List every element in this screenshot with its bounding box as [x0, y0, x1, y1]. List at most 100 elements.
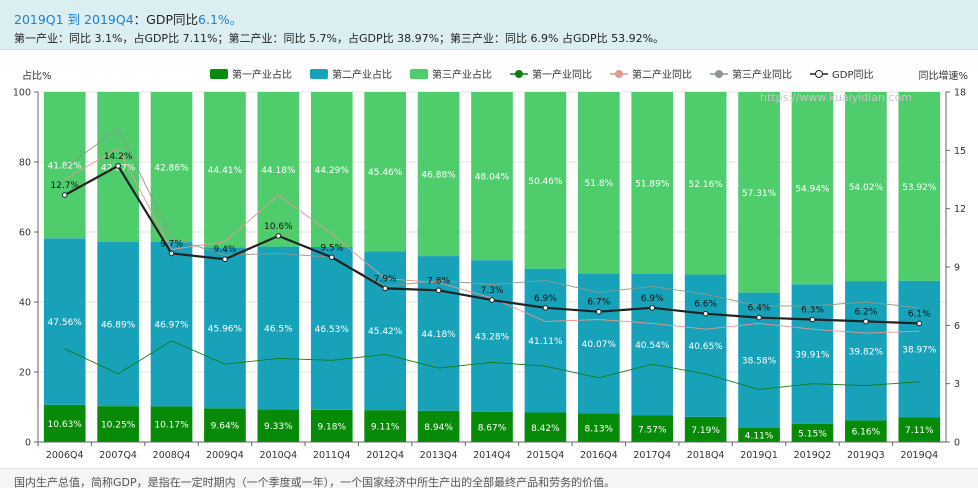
bar-segment — [97, 242, 139, 407]
legend-swatch — [310, 69, 328, 79]
bar-data-label: 52.16% — [688, 180, 723, 190]
bar-data-label: 42.86% — [154, 164, 189, 174]
bar-data-label: 7.19% — [691, 426, 720, 436]
bar-data-label: 38.58% — [742, 357, 777, 367]
legend-label: GDP同比 — [832, 69, 873, 81]
bar-data-label: 6.16% — [852, 428, 881, 438]
y-right-tick-label: 3 — [954, 379, 960, 390]
bar-segment — [631, 273, 674, 416]
bar-segment — [577, 413, 620, 442]
bar-segment — [204, 91, 246, 248]
x-tick-label: 2013Q4 — [420, 450, 458, 461]
summary-detail: 第一产业：同比 3.1%，占GDP比 7.11%；第二产业：同比 5.7%，占G… — [14, 32, 665, 45]
bar-data-label: 40.65% — [688, 342, 723, 352]
y-right-tick-label: 12 — [954, 204, 966, 215]
y-axis-left-title: 占比% — [22, 69, 52, 82]
x-tick-label: 2015Q4 — [527, 450, 565, 461]
gdp-point — [756, 314, 762, 321]
bar-data-label: 8.42% — [531, 424, 560, 434]
bar-segment — [204, 247, 246, 409]
legend-item[interactable]: 第三产业同比 — [710, 68, 792, 81]
x-tick-label: 2006Q4 — [46, 450, 84, 461]
x-tick-label: 2019Q4 — [900, 450, 938, 461]
x-tick-label: 2007Q4 — [99, 450, 137, 461]
bar-data-label: 41.11% — [528, 337, 563, 347]
gdp-point — [222, 256, 228, 263]
y-left-tick-label: 20 — [19, 368, 31, 379]
gdp-data-label: 6.1% — [908, 309, 931, 319]
gdp-data-label: 10.6% — [264, 222, 293, 232]
legend-label: 第二产业占比 — [332, 68, 392, 81]
y-left-tick-label: 80 — [19, 158, 31, 169]
legend-item[interactable]: 第一产业同比 — [510, 68, 592, 81]
gdp-composition-chart: 第一产业占比 第二产业占比 第三产业占比 第一产业同比 第二产业同比 第三产业同比 GDP同… — [13, 68, 968, 461]
bar-segment — [845, 420, 887, 442]
bar-segment — [310, 409, 353, 442]
bar-segment — [257, 246, 300, 410]
gdp-point — [809, 316, 816, 323]
legend-item[interactable]: 第二产业占比 — [310, 68, 392, 81]
x-tick-label: 2019Q3 — [847, 450, 885, 461]
gdp-point — [702, 310, 709, 317]
bar-segment — [845, 92, 887, 282]
bar-data-label: 46.88% — [421, 171, 456, 181]
stacked-bars: 10.63%47.56%41.82%10.25%46.89%42.87%10.1… — [43, 91, 941, 442]
bar-data-label: 50.46% — [528, 177, 563, 187]
bar-segment — [684, 416, 727, 442]
bar-segment — [43, 91, 86, 239]
gdp-data-label: 9.4% — [214, 245, 237, 255]
gdp-point — [435, 287, 442, 294]
x-tick-label: 2019Q1 — [740, 450, 778, 461]
bar-segment — [631, 92, 674, 274]
gdp-data-label: 12.7% — [50, 181, 79, 191]
bar-data-label: 54.02% — [849, 183, 884, 193]
bar-segment — [738, 427, 780, 442]
bar-data-label: 8.94% — [424, 423, 453, 433]
bar-segment — [150, 242, 193, 407]
bar-segment — [257, 91, 300, 247]
x-tick-label: 2011Q4 — [313, 450, 351, 461]
bar-data-label: 46.97% — [154, 321, 189, 331]
summary-headline: 2019Q1 到 2019Q4：GDP同比6.1%。 — [14, 9, 242, 28]
legend-label: 第三产业占比 — [432, 68, 492, 81]
bar-segment — [524, 92, 567, 269]
gdp-data-label: 6.9% — [641, 294, 664, 304]
legend-item[interactable]: 第二产业同比 — [610, 68, 692, 81]
bar-data-label: 39.82% — [849, 347, 884, 357]
gdp-data-label: 6.2% — [854, 307, 877, 317]
legend-swatch — [210, 69, 228, 79]
bar-data-label: 39.91% — [795, 351, 830, 361]
bar-segment — [310, 92, 353, 248]
summary-panel: 2019Q1 到 2019Q4：GDP同比6.1%。 第一产业：同比 3.1%，… — [0, 0, 978, 50]
bar-data-label: 45.96% — [208, 324, 243, 334]
bar-segment — [364, 251, 407, 411]
legend-swatch-marker — [615, 70, 623, 78]
bar-data-label: 44.18% — [421, 330, 456, 340]
gdp-data-label: 6.9% — [534, 294, 557, 304]
watermark: https://www.kuaiyidian.com — [760, 91, 912, 104]
bar-segment — [898, 417, 941, 442]
chart-legend[interactable]: 第一产业占比 第二产业占比 第三产业占比 第一产业同比 第二产业同比 第三产业同比 GDP同… — [210, 68, 873, 81]
bar-segment — [898, 92, 941, 281]
bar-data-label: 9.18% — [317, 422, 346, 432]
y-right-tick-label: 18 — [954, 88, 966, 99]
gdp-point — [61, 192, 68, 198]
y-left-tick-label: 0 — [25, 438, 31, 449]
legend-item[interactable]: 第三产业占比 — [410, 68, 492, 81]
gdp-point — [275, 233, 282, 239]
legend-item[interactable]: 第一产业占比 — [210, 68, 292, 81]
bar-data-label: 44.29% — [315, 166, 350, 176]
bar-segment — [43, 404, 86, 442]
gdp-data-label: 6.6% — [694, 300, 717, 310]
y-left-tick-label: 60 — [19, 228, 31, 239]
gdp-point — [382, 285, 388, 292]
bar-segment — [257, 409, 300, 442]
bar-data-label: 7.57% — [638, 425, 667, 435]
gdp-data-label: 7.9% — [374, 274, 397, 284]
x-tick-label: 2008Q4 — [153, 450, 191, 461]
bar-data-label: 47.56% — [48, 318, 83, 328]
bar-segment — [471, 411, 513, 442]
gdp-point — [168, 250, 175, 257]
bar-data-label: 48.04% — [475, 173, 510, 183]
legend-item[interactable]: GDP同比 — [810, 69, 873, 81]
